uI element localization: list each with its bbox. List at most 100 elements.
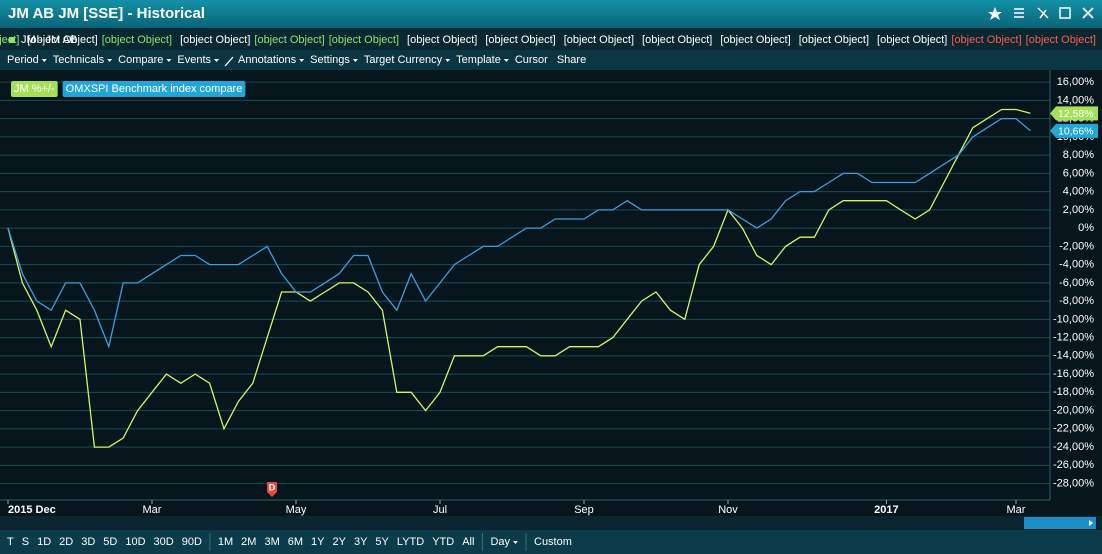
event-marker-label: D [269, 482, 276, 492]
quote-info: [object Object] [object Object] [object Ob… [0, 34, 1096, 46]
quote-item: [object Object] [720, 34, 790, 46]
y-tick-label: -14,00% [1053, 350, 1094, 362]
dropdown-arrow [503, 59, 509, 62]
quote-item: [object Object] [0, 34, 19, 46]
period-button[interactable]: 2M [241, 536, 256, 548]
y-tick-label: 8,00% [1063, 149, 1094, 161]
y-tick-label: -2,00% [1059, 240, 1094, 252]
quote-bar [0, 28, 1102, 50]
period-button[interactable]: Day [490, 536, 510, 548]
period-button[interactable]: 1D [37, 536, 51, 548]
menu-item[interactable]: Events [177, 54, 211, 66]
legend-label[interactable]: JM %+/- [14, 83, 55, 95]
legend-box[interactable] [62, 81, 246, 97]
value-tag [1050, 123, 1098, 138]
menu-item[interactable]: Period [7, 54, 39, 66]
y-tick-label: 6,00% [1063, 167, 1094, 179]
period-button[interactable]: 90D [182, 536, 202, 548]
chart: 16,00%14,00%12,00%10,00%8,00%6,00%4,00%2… [0, 70, 1098, 516]
quote-item: [object Object] [102, 34, 172, 46]
period-button[interactable]: 2Y [332, 536, 346, 548]
y-tick-label: 2,00% [1063, 204, 1094, 216]
title-bar [0, 0, 1102, 28]
menu-item[interactable]: Cursor [515, 54, 548, 66]
pencil-icon [224, 56, 234, 67]
y-tick-label: -12,00% [1053, 332, 1094, 344]
menu-item[interactable]: Annotations [238, 54, 297, 66]
dropdown-arrow [107, 59, 113, 62]
menu-item[interactable]: Technicals [53, 54, 105, 66]
quote-item: [object Object] [329, 34, 399, 46]
window-title: JM AB JM [SSE] - Historical [8, 5, 205, 22]
value-tag [1050, 106, 1098, 121]
y-tick-label: -20,00% [1053, 404, 1094, 416]
menu-icon[interactable] [1014, 8, 1024, 18]
x-tick-label: Nov [718, 504, 738, 516]
dropdown-arrow [214, 59, 220, 62]
period-button[interactable]: S [22, 536, 29, 548]
legend-label[interactable]: OMXSPI Benchmark index compare [66, 83, 243, 95]
y-tick-label: -16,00% [1053, 368, 1094, 380]
period-button[interactable]: 2D [59, 536, 73, 548]
unlink-icon[interactable] [1037, 7, 1049, 19]
close-icon[interactable] [1082, 7, 1094, 19]
x-tick-label: May [286, 504, 307, 516]
value-tag-label: 10,66% [1058, 126, 1094, 138]
y-tick-label: 0% [1078, 222, 1094, 234]
period-button[interactable]: All [462, 536, 474, 548]
dropdown-arrow [299, 59, 305, 62]
y-tick-label: -8,00% [1059, 295, 1094, 307]
period-button[interactable]: T [7, 536, 14, 548]
menu-item[interactable]: Compare [118, 54, 163, 66]
instrument-name: JM - JM AB [21, 34, 77, 46]
period-button[interactable]: 1Y [311, 536, 325, 548]
value-tag-label: 12,58% [1058, 108, 1094, 120]
period-button[interactable]: 5D [103, 536, 117, 548]
period-button[interactable]: LYTD [397, 536, 424, 548]
menu: Period Technicals Compare Events Annotations… [7, 54, 586, 67]
menu-item[interactable]: Settings [310, 54, 350, 66]
period-button[interactable]: Custom [534, 536, 572, 548]
scroll-thumb[interactable] [1024, 517, 1096, 529]
scrollbar [0, 516, 1102, 530]
period-button[interactable]: 3M [264, 536, 279, 548]
star-icon[interactable] [988, 7, 1002, 20]
menu-bar [0, 50, 1102, 70]
y-tick-label: 16,00% [1057, 76, 1095, 88]
legend-box[interactable] [11, 81, 58, 97]
period-button[interactable]: YTD [432, 536, 454, 548]
period-buttons: T S 1D 2D 3D 5D 10D 30D 90D 1M 2M 3M 6M 1Y 2Y 3Y 5Y LYTD Y… [7, 533, 572, 551]
period-button[interactable]: 10D [125, 536, 145, 548]
period-button[interactable]: 5Y [375, 536, 389, 548]
x-tick-label: Jul [433, 504, 447, 516]
dropdown-arrow [352, 59, 358, 62]
quote-item: [object Object] [1026, 34, 1096, 46]
y-tick-label: -24,00% [1053, 441, 1094, 453]
menu-item[interactable]: Share [557, 54, 586, 66]
scroll-arrow[interactable] [1089, 520, 1093, 526]
series-line [7, 108, 1031, 448]
quote-item: [object Object] [254, 34, 324, 46]
quote-item: [object Object] [642, 34, 712, 46]
y-tick-label: 4,00% [1063, 186, 1094, 198]
event-marker[interactable] [267, 482, 277, 497]
menu-item[interactable]: Target Currency [364, 54, 443, 66]
x-tick-label: 2017 [874, 504, 898, 516]
dropdown-arrow [166, 59, 172, 62]
dropdown-arrow [445, 59, 451, 62]
instrument-marker [9, 37, 15, 43]
quote-item: [object Object] [407, 34, 477, 46]
period-button[interactable]: 6M [288, 536, 303, 548]
quote-item: [object Object] [951, 34, 1021, 46]
period-button[interactable]: 1M [218, 536, 233, 548]
maximize-icon[interactable] [1059, 7, 1071, 19]
quote-item: [object Object] [799, 34, 869, 46]
y-tick-label: -18,00% [1053, 386, 1094, 398]
period-button[interactable]: 3Y [354, 536, 368, 548]
menu-item[interactable]: Template [456, 54, 501, 66]
period-button[interactable]: 30D [154, 536, 174, 548]
period-bar [0, 530, 1102, 554]
y-tick-label: -28,00% [1053, 477, 1094, 489]
period-button[interactable]: 3D [81, 536, 95, 548]
